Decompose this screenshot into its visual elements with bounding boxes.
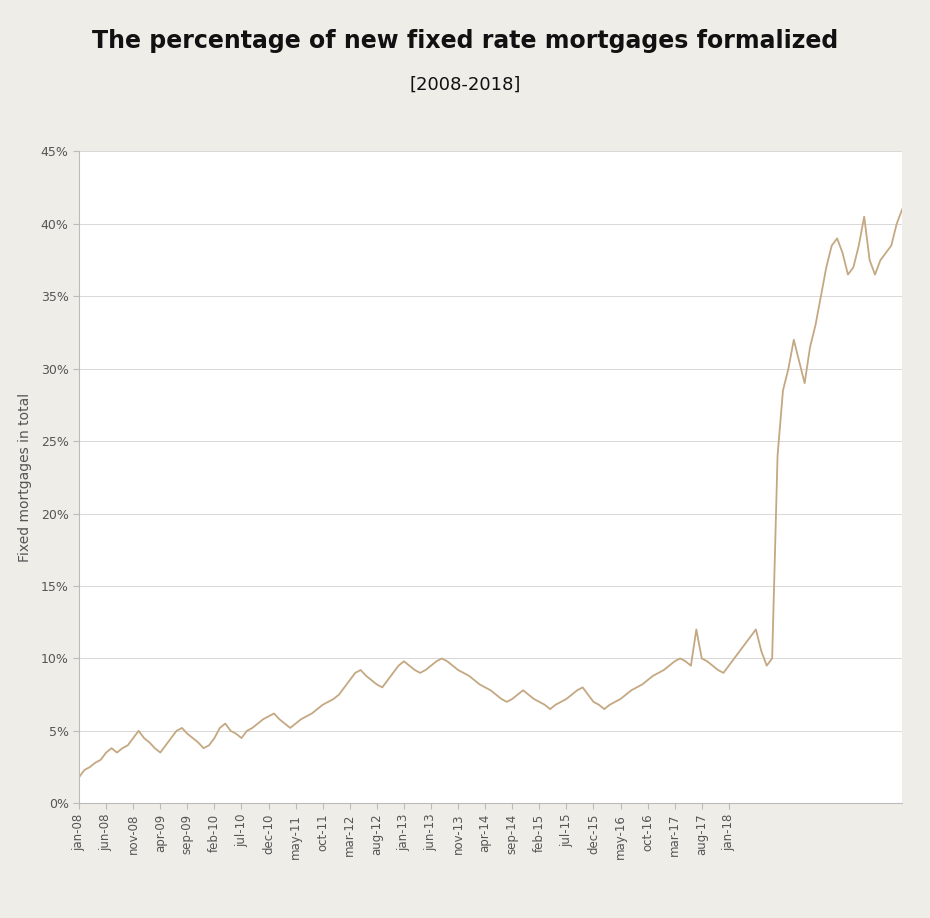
Text: [2008-2018]: [2008-2018] bbox=[409, 75, 521, 94]
Text: The percentage of new fixed rate mortgages formalized: The percentage of new fixed rate mortgag… bbox=[92, 29, 838, 53]
Y-axis label: Fixed mortgages in total: Fixed mortgages in total bbox=[19, 393, 33, 562]
